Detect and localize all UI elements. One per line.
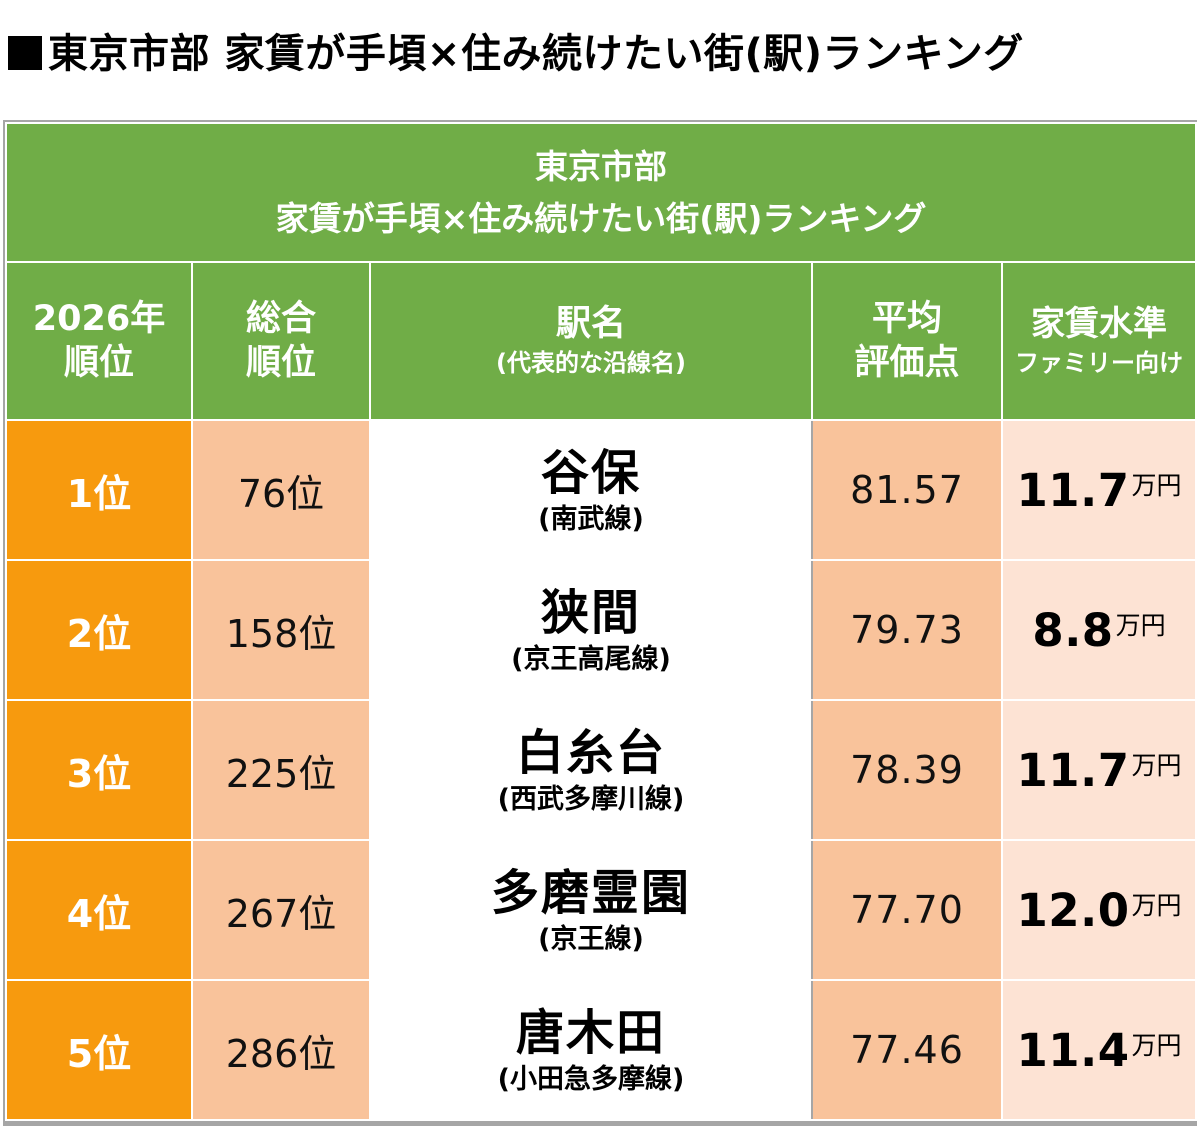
station-name: 谷保 [540, 445, 641, 501]
header-overall-line-1: 総合 [245, 299, 316, 339]
station-line: (京王高尾線) [511, 644, 671, 675]
average-score-cell: 78.39 [811, 699, 1003, 841]
banner-line-2: 家賃が手頃×住み続けたい街(駅)ランキング [275, 198, 927, 238]
header-rank-2026: 2026年 順位 [5, 261, 193, 421]
rank-cell: 4位 [5, 839, 193, 981]
header-overall-rank: 総合 順位 [191, 261, 371, 421]
rank-cell: 5位 [5, 979, 193, 1121]
rent-unit: 万円 [1131, 1030, 1182, 1060]
station-cell: 谷保 (南武線) [369, 419, 813, 561]
page-title-text: 東京市部 家賃が手頃×住み続けたい街(駅)ランキング [48, 31, 1024, 77]
rent-unit: 万円 [1115, 610, 1166, 640]
station-name: 唐木田 [515, 1005, 666, 1061]
table-row: 4位 267位 多磨霊園 (京王線) 77.70 12.0万円 [5, 839, 1198, 981]
black-square-icon [8, 36, 42, 70]
station-line: (小田急多摩線) [497, 1064, 685, 1095]
rent-value: 11.7 [1016, 463, 1130, 517]
ranking-table: 東京市部 家賃が手頃×住み続けたい街(駅)ランキング 2026年 順位 総合 順… [4, 122, 1198, 1121]
station-cell: 唐木田 (小田急多摩線) [369, 979, 813, 1121]
banner-line-1: 東京市部 [535, 146, 667, 186]
rent-value: 11.7 [1016, 743, 1130, 797]
table-row: 1位 76位 谷保 (南武線) 81.57 11.7万円 [5, 419, 1198, 561]
rent-unit: 万円 [1131, 890, 1182, 920]
header-rent-line-1: 家賃水準 [1031, 304, 1167, 344]
header-station: 駅名 (代表的な沿線名) [369, 261, 813, 421]
station-name: 狭間 [540, 585, 641, 641]
header-overall-line-2: 順位 [245, 343, 316, 383]
overall-rank-cell: 225位 [191, 699, 371, 841]
ranking-table-frame: 東京市部 家賃が手頃×住み続けたい街(駅)ランキング 2026年 順位 総合 順… [3, 120, 1198, 1126]
station-name: 多磨霊園 [490, 865, 691, 921]
overall-rank-cell: 286位 [191, 979, 371, 1121]
rent-value: 8.8 [1032, 603, 1114, 657]
rent-cell: 11.7万円 [1000, 419, 1198, 561]
header-score-line-2: 評価点 [854, 343, 960, 383]
header-station-line-2: (代表的な沿線名) [496, 349, 686, 377]
station-name: 白糸台 [515, 725, 666, 781]
table-row: 2位 158位 狭間 (京王高尾線) 79.73 8.8万円 [5, 559, 1198, 701]
header-rent-level: 家賃水準 ファミリー向け [1000, 261, 1198, 421]
rent-unit: 万円 [1131, 750, 1182, 780]
average-score-cell: 77.46 [811, 979, 1003, 1121]
overall-rank-cell: 76位 [191, 419, 371, 561]
station-cell: 多磨霊園 (京王線) [369, 839, 813, 981]
overall-rank-cell: 158位 [191, 559, 371, 701]
table-row: 3位 225位 白糸台 (西武多摩川線) 78.39 11.7万円 [5, 699, 1198, 841]
header-score-line-1: 平均 [871, 299, 942, 339]
overall-rank-cell: 267位 [191, 839, 371, 981]
header-average-score: 平均 評価点 [811, 261, 1003, 421]
rent-value: 12.0 [1016, 883, 1130, 937]
average-score-cell: 79.73 [811, 559, 1003, 701]
average-score-cell: 77.70 [811, 839, 1003, 981]
header-rank-line-2: 順位 [63, 343, 134, 383]
rent-cell: 12.0万円 [1000, 839, 1198, 981]
rent-value: 11.4 [1016, 1023, 1130, 1077]
station-line: (京王線) [538, 924, 644, 955]
rent-cell: 8.8万円 [1000, 559, 1198, 701]
station-cell: 白糸台 (西武多摩川線) [369, 699, 813, 841]
rank-cell: 3位 [5, 699, 193, 841]
station-line: (西武多摩川線) [497, 784, 685, 815]
table-banner: 東京市部 家賃が手頃×住み続けたい街(駅)ランキング [4, 122, 1198, 263]
page-title: 東京市部 家賃が手頃×住み続けたい街(駅)ランキング [8, 24, 1024, 84]
header-station-line-1: 駅名 [555, 304, 626, 344]
average-score-cell: 81.57 [811, 419, 1003, 561]
station-line: (南武線) [538, 504, 644, 535]
header-rent-line-2: ファミリー向け [1015, 349, 1183, 377]
header-rank-line-1: 2026年 [32, 299, 166, 339]
station-cell: 狭間 (京王高尾線) [369, 559, 813, 701]
rank-cell: 1位 [5, 419, 193, 561]
rent-unit: 万円 [1131, 470, 1182, 500]
rent-cell: 11.7万円 [1000, 699, 1198, 841]
table-row: 5位 286位 唐木田 (小田急多摩線) 77.46 11.4万円 [5, 979, 1198, 1121]
rent-cell: 11.4万円 [1000, 979, 1198, 1121]
rank-cell: 2位 [5, 559, 193, 701]
